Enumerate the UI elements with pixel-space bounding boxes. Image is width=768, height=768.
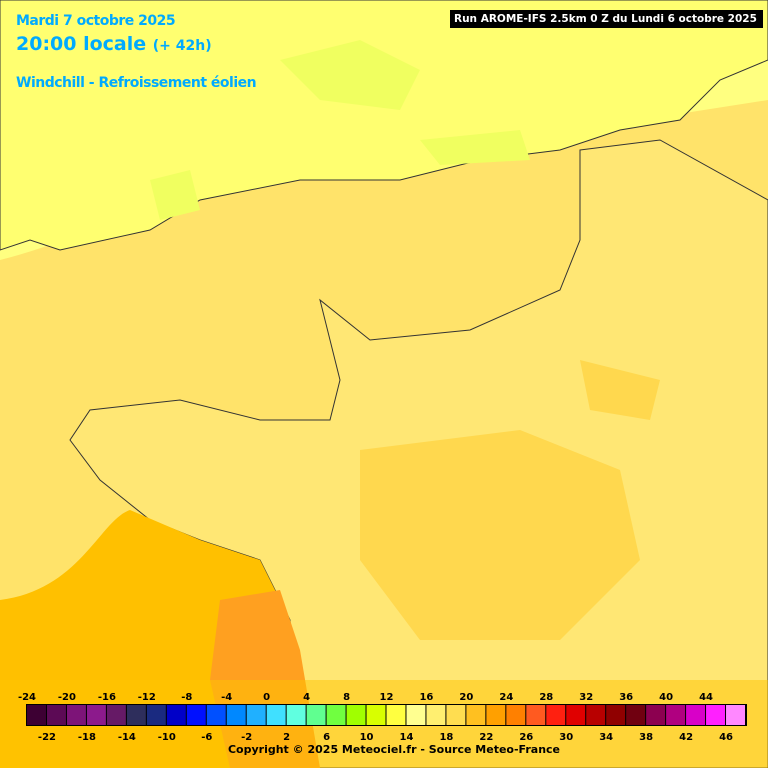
- legend-swatch: [726, 705, 745, 725]
- legend-swatch: [246, 705, 266, 725]
- legend-swatch: [27, 705, 46, 725]
- legend-label: 18: [439, 732, 453, 743]
- legend-swatch: [506, 705, 526, 725]
- legend-label: 22: [479, 732, 493, 743]
- legend-label: -14: [118, 732, 136, 743]
- legend-swatch: [166, 705, 186, 725]
- legend-swatch: [306, 705, 326, 725]
- legend-swatch: [146, 705, 166, 725]
- legend-swatch: [326, 705, 346, 725]
- date: Mardi 7 octobre 2025: [16, 13, 176, 29]
- legend-label: 24: [499, 692, 513, 703]
- legend-swatch: [226, 705, 246, 725]
- legend-swatch: [346, 705, 366, 725]
- legend-swatch: [486, 705, 506, 725]
- legend-label: 4: [303, 692, 310, 703]
- legend-label: -4: [221, 692, 232, 703]
- copyright: Copyright © 2025 Meteociel.fr - Source M…: [227, 743, 561, 756]
- legend-swatch: [706, 705, 726, 725]
- legend-label: 20: [459, 692, 473, 703]
- run-info: Run AROME-IFS 2.5km 0 Z du Lundi 6 octob…: [450, 10, 763, 28]
- legend-swatch: [526, 705, 546, 725]
- legend-swatch: [426, 705, 446, 725]
- legend-label: -20: [58, 692, 76, 703]
- legend-label: 36: [619, 692, 633, 703]
- legend-label: -10: [158, 732, 176, 743]
- warm-patches: [360, 360, 660, 640]
- legend-swatch: [366, 705, 386, 725]
- legend-swatch: [566, 705, 586, 725]
- legend-swatch: [286, 705, 306, 725]
- legend-label: -22: [38, 732, 56, 743]
- legend-label: -18: [78, 732, 96, 743]
- parameter: Windchill - Refroissement éolien: [16, 75, 257, 91]
- legend-label: 2: [283, 732, 290, 743]
- legend-label: 34: [599, 732, 613, 743]
- legend-swatch: [106, 705, 126, 725]
- legend-label: -2: [241, 732, 252, 743]
- legend-swatch: [646, 705, 666, 725]
- legend-label: 14: [400, 732, 414, 743]
- legend-swatch: [406, 705, 426, 725]
- time-line: 20:00 locale (+ 42h): [16, 33, 212, 55]
- legend-label: -12: [138, 692, 156, 703]
- lead: (+ 42h): [152, 38, 212, 54]
- legend-swatch: [586, 705, 606, 725]
- legend-label: 46: [719, 732, 733, 743]
- legend-swatch: [266, 705, 286, 725]
- legend-swatch: [66, 705, 86, 725]
- legend-label: 30: [559, 732, 573, 743]
- legend-label: -6: [201, 732, 212, 743]
- legend-label: -24: [18, 692, 36, 703]
- legend-swatch: [666, 705, 686, 725]
- legend-swatch: [546, 705, 566, 725]
- legend-label: 10: [360, 732, 374, 743]
- legend-swatch: [126, 705, 146, 725]
- legend-swatch: [46, 705, 66, 725]
- legend-swatch: [446, 705, 466, 725]
- legend-label: 40: [659, 692, 673, 703]
- green-patches: [150, 40, 530, 220]
- legend-label: 12: [380, 692, 394, 703]
- time: 20:00 locale: [16, 33, 147, 55]
- legend-swatch: [186, 705, 206, 725]
- legend-label: 0: [263, 692, 270, 703]
- legend-swatch: [606, 705, 626, 725]
- legend-label: 6: [323, 732, 330, 743]
- legend-label: -16: [98, 692, 116, 703]
- legend-swatch: [386, 705, 406, 725]
- legend-label: 8: [343, 692, 350, 703]
- legend-swatch: [466, 705, 486, 725]
- legend-label: 44: [699, 692, 713, 703]
- legend-swatch: [626, 705, 646, 725]
- legend-label: 32: [579, 692, 593, 703]
- legend-label: 28: [539, 692, 553, 703]
- legend-label: 38: [639, 732, 653, 743]
- legend-swatch: [206, 705, 226, 725]
- legend-label: 26: [519, 732, 533, 743]
- legend-label: -8: [181, 692, 192, 703]
- legend-label: 16: [419, 692, 433, 703]
- legend-label: 42: [679, 732, 693, 743]
- legend-swatch: [86, 705, 106, 725]
- legend: -24-22-20-18-16-14-12-10-8-6-4-202468101…: [18, 692, 747, 743]
- legend-swatch: [686, 705, 706, 725]
